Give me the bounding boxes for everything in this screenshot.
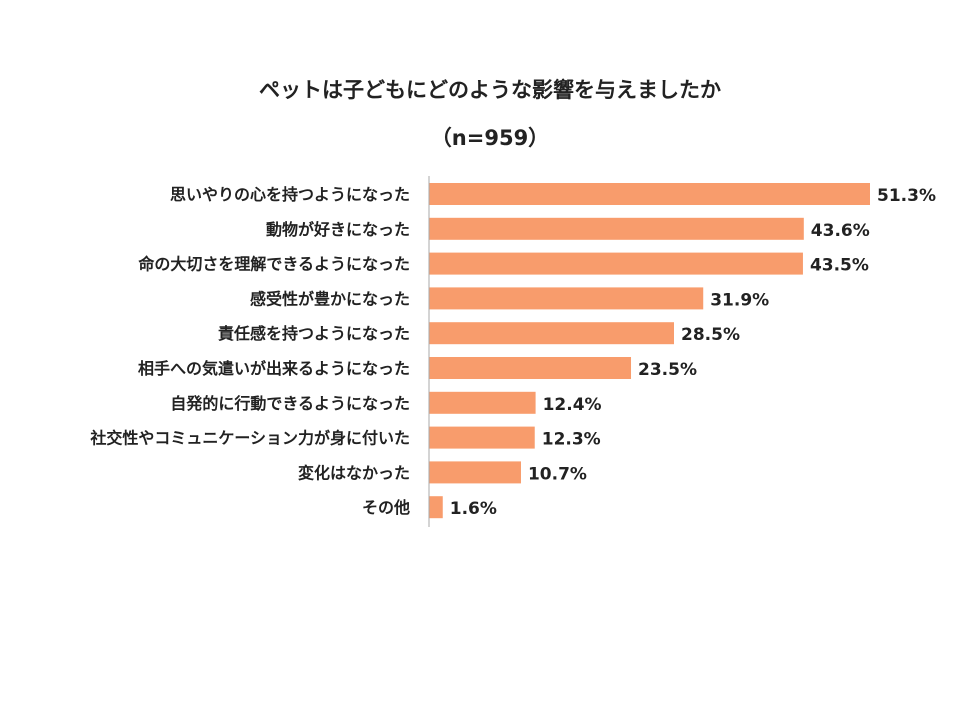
category-label: 変化はなかった: [298, 463, 410, 482]
value-label: 31.9%: [710, 290, 769, 310]
chart-title: ペットは子どもにどのような影響を与えましたか: [259, 78, 721, 102]
category-label: 感受性が豊かになった: [250, 289, 410, 308]
category-label: 思いやりの心を持つようになった: [170, 185, 410, 204]
category-label: 自発的に行動できるようになった: [170, 394, 410, 413]
value-label: 51.3%: [877, 186, 936, 206]
chart-subtitle: （n=959）: [430, 126, 550, 150]
bar: [429, 252, 803, 275]
bar: [429, 322, 674, 345]
category-label: 命の大切さを理解できるようになった: [137, 255, 410, 274]
value-label: 10.7%: [528, 464, 587, 484]
category-label: 相手への気遣いが出来るようになった: [138, 359, 410, 378]
bar: [429, 461, 521, 484]
value-label: 23.5%: [638, 360, 697, 380]
category-label: 社交性やコミュニケーション力が身に付いた: [89, 429, 410, 448]
value-label: 28.5%: [681, 325, 740, 345]
value-label: 43.5%: [810, 256, 869, 276]
bar: [429, 287, 704, 310]
bar: [429, 426, 535, 449]
category-label: その他: [362, 498, 410, 517]
bar: [429, 496, 443, 519]
value-label: 12.3%: [542, 430, 601, 450]
bar: [429, 391, 536, 414]
bar: [429, 183, 870, 205]
value-label: 43.6%: [811, 221, 870, 241]
bar: [429, 217, 804, 240]
value-label: 1.6%: [450, 499, 497, 519]
bar: [429, 357, 632, 379]
category-label: 責任感を持つようになった: [218, 324, 410, 343]
value-label: 12.4%: [543, 395, 602, 415]
category-label: 動物が好きになった: [266, 220, 410, 239]
